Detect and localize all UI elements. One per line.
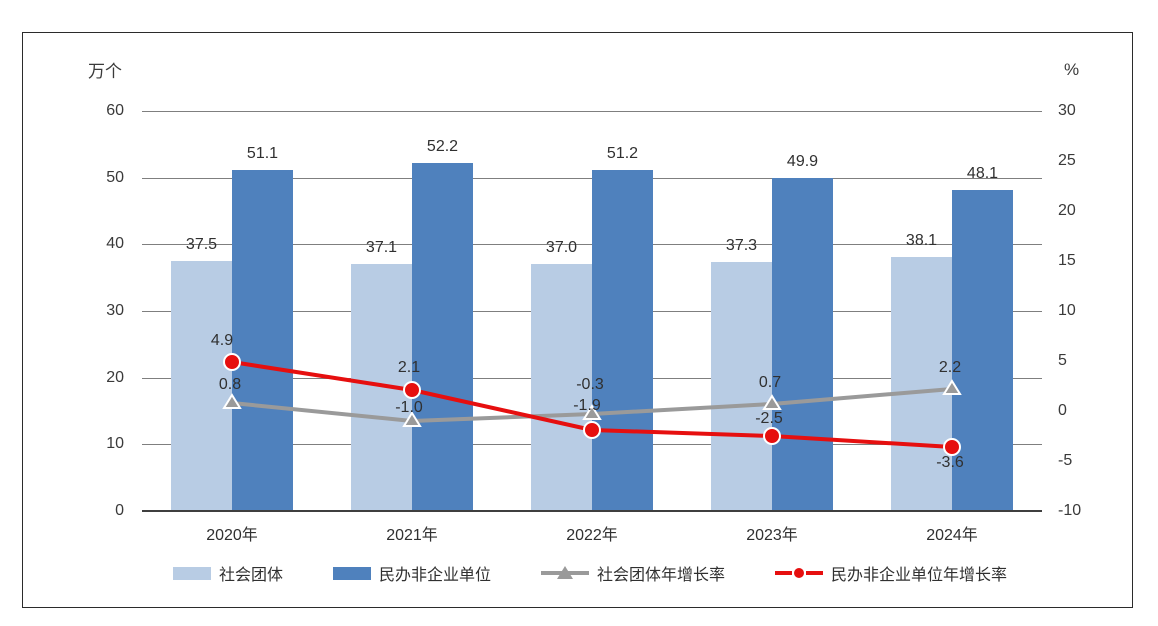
line-value-label: 2.1 <box>397 359 421 376</box>
circle-marker-icon <box>403 381 421 399</box>
bar-private-non-enterprise <box>772 178 833 511</box>
left-axis-tick-label: 20 <box>106 368 124 386</box>
bar-private-non-enterprise <box>232 170 293 511</box>
right-axis-tick-label: -5 <box>1058 452 1073 469</box>
bar-value-label: 51.2 <box>606 144 639 162</box>
x-axis-label: 2024年 <box>926 527 978 544</box>
legend-item-private-non-enterprise-growth-rate: 民办非企业单位年增长率 <box>775 561 1007 585</box>
legend: 社会团体 民办非企业单位 社会团体年增长率 民办非企业单位年增长率 <box>60 561 1120 585</box>
bar-value-label: 37.0 <box>545 239 578 257</box>
bar-value-label: 37.1 <box>365 238 398 256</box>
legend-label: 社会团体年增长率 <box>597 567 726 584</box>
legend-label: 社会团体 <box>218 567 283 584</box>
circle-marker-icon <box>583 421 601 439</box>
bar-value-label: 38.1 <box>905 232 938 249</box>
x-axis-label: 2021年 <box>386 527 438 544</box>
left-axis-tick-label: 50 <box>106 168 124 186</box>
legend-item-social-groups-growth-rate: 社会团体年增长率 <box>541 561 725 585</box>
right-axis-title: % <box>1064 60 1080 79</box>
triangle-marker-icon <box>402 411 422 427</box>
bar-social-groups <box>171 261 232 511</box>
right-axis-tick-label: -10 <box>1058 502 1082 519</box>
bar-value-label: 51.1 <box>246 145 279 163</box>
growth-rate-lines-svg <box>222 353 962 456</box>
legend-item-social-groups: 社会团体 <box>172 561 283 585</box>
bar-value-label: 37.3 <box>725 237 758 255</box>
triangle-marker-icon <box>942 379 962 395</box>
bar-private-non-enterprise <box>412 163 473 511</box>
legend-label: 民办非企业单位年增长率 <box>831 567 1008 584</box>
left-axis-tick-label: 60 <box>106 102 124 119</box>
bar-social-groups <box>891 257 952 511</box>
line-value-label: 0.7 <box>758 374 782 391</box>
left-axis-tick-label: 0 <box>115 502 124 519</box>
bar-value-label: 37.5 <box>185 236 218 253</box>
circle-marker-icon <box>223 353 241 371</box>
legend-swatch-dot-line-icon <box>775 565 824 581</box>
x-axis-line <box>142 510 1042 512</box>
line-value-label: -0.3 <box>576 376 604 393</box>
right-axis-tick-label: 5 <box>1058 352 1067 369</box>
line-value-label: -1.0 <box>395 399 423 416</box>
line-value-label: 2.2 <box>938 359 962 376</box>
triangle-marker-icon <box>762 394 782 410</box>
triangle-marker-icon <box>582 404 602 420</box>
bar-private-non-enterprise <box>952 190 1013 511</box>
circle-marker-icon <box>763 427 781 445</box>
x-axis-label: 2020年 <box>206 527 258 544</box>
line-value-label: 4.9 <box>210 332 234 349</box>
legend-item-private-non-enterprise: 民办非企业单位 <box>332 561 491 585</box>
bar-value-label: 49.9 <box>786 153 819 171</box>
left-axis-tick-label: 10 <box>106 435 124 453</box>
bar-private-non-enterprise <box>592 169 653 511</box>
right-axis-tick-label: 10 <box>1058 302 1076 319</box>
left-axis-tick-label: 30 <box>106 302 124 319</box>
right-axis-tick-label: 20 <box>1058 202 1076 219</box>
bar-social-groups <box>711 262 772 511</box>
legend-label: 民办非企业单位 <box>378 567 491 584</box>
circle-marker-icon <box>943 438 961 456</box>
bar-social-groups <box>531 264 592 511</box>
bar-value-label: 48.1 <box>966 165 999 183</box>
bar-value-label: 52.2 <box>426 138 459 155</box>
line-value-label: 0.8 <box>218 376 242 393</box>
right-axis-tick-label: 0 <box>1058 402 1067 419</box>
line-value-label: -3.6 <box>936 454 964 471</box>
line-value-label: -1.9 <box>573 397 601 414</box>
gridline <box>142 111 1042 112</box>
right-axis-tick-label: 25 <box>1058 152 1076 169</box>
legend-swatch-social-groups <box>172 566 211 580</box>
x-axis-label: 2022年 <box>566 527 618 544</box>
legend-swatch-triangle-line-icon <box>541 565 589 581</box>
right-axis-tick-label: 30 <box>1058 102 1076 119</box>
left-axis-tick-label: 40 <box>106 235 124 253</box>
line-value-label: -2.5 <box>755 410 783 427</box>
right-axis-tick-label: 15 <box>1058 252 1076 269</box>
x-axis-label: 2023年 <box>746 527 798 544</box>
triangle-marker-icon <box>222 393 242 409</box>
left-axis-title: 万个 <box>88 62 122 81</box>
legend-swatch-private-non-enterprise <box>332 566 371 580</box>
